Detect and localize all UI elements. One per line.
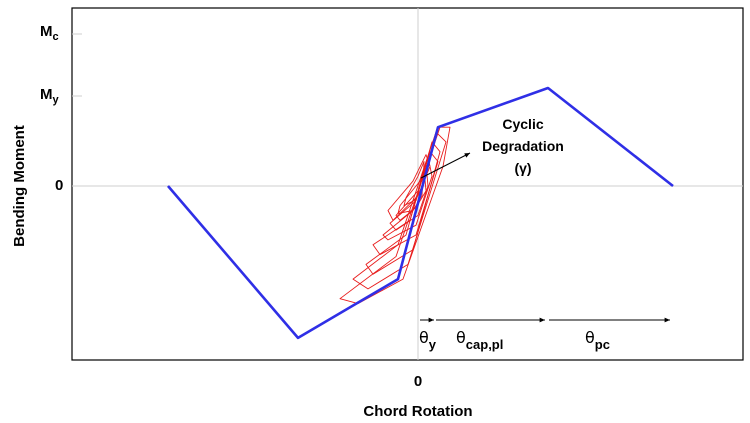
hysteresis-loop-0 <box>339 126 451 305</box>
dim-label-theta-y: θy <box>419 328 437 352</box>
ytick-zero: 0 <box>55 177 63 194</box>
annotation-line-3: (γ) <box>514 160 531 176</box>
xtick-zero: 0 <box>414 373 422 390</box>
hysteresis-loops <box>339 126 451 305</box>
annotation-line-1: Cyclic <box>502 116 543 132</box>
hysteresis-loop-9 <box>387 154 431 221</box>
reference-lines <box>72 8 743 360</box>
plot-frame <box>71 7 744 361</box>
dim-label-theta-cap: θcap,pl <box>456 328 503 352</box>
ytick-my: My <box>40 86 60 106</box>
annotation-line-2: Degradation <box>482 138 564 154</box>
hysteresis-loop-6 <box>395 167 427 221</box>
y-axis-label: Bending Moment <box>11 125 28 247</box>
annotation-arrow <box>420 152 471 179</box>
dim-label-theta-pc: θpc <box>585 328 610 352</box>
backbone-line <box>167 86 674 340</box>
hysteresis-loop-7 <box>397 173 424 214</box>
hysteresis-loop-5 <box>389 163 429 231</box>
x-axis-label: Chord Rotation <box>363 403 472 420</box>
ytick-mc: Mc <box>40 23 59 43</box>
backbone-series <box>167 86 674 340</box>
hysteresis-loop-2 <box>365 141 441 275</box>
